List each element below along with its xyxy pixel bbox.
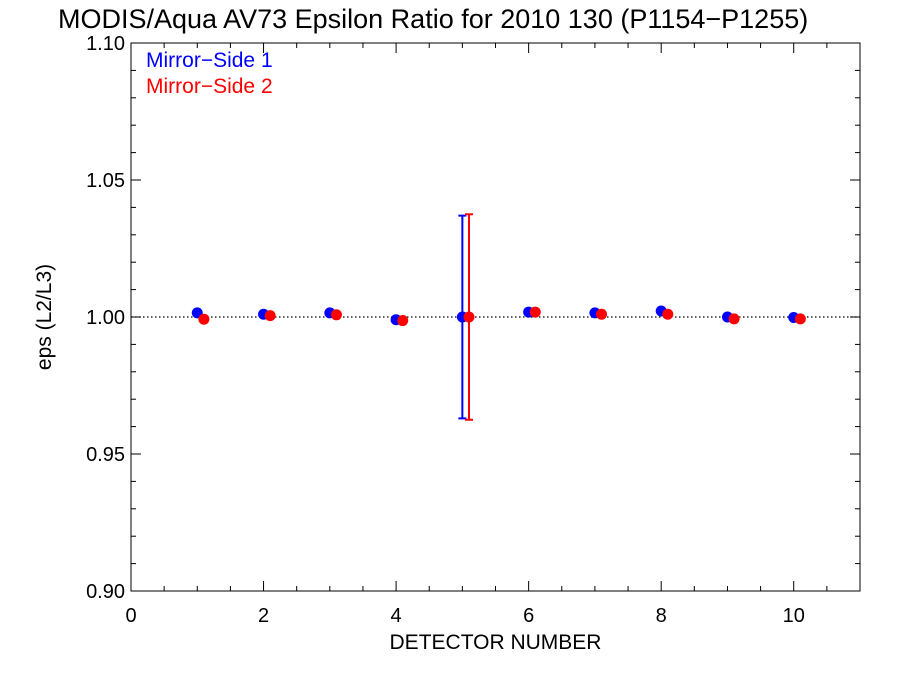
- legend-entry-series-2: Mirror−Side 2: [146, 75, 273, 98]
- plot-frame: [130, 42, 861, 592]
- data-point-series-2: [397, 315, 409, 327]
- data-point-series-2: [596, 308, 608, 320]
- x-tick-label: 8: [656, 605, 667, 627]
- data-marks: [131, 213, 860, 421]
- x-axis-label: DETECTOR NUMBER: [390, 631, 602, 654]
- y-tick-label: 0.95: [86, 444, 125, 466]
- data-point-series-2: [794, 313, 806, 325]
- axis-ticks: 0 2 4 6 8 10 0.90 0.95 1.00 1.05 1.10: [86, 33, 861, 627]
- y-tick-label: 1.00: [86, 307, 125, 329]
- legend: Mirror−Side 1 Mirror−Side 2: [146, 49, 273, 98]
- data-point-series-2: [463, 311, 475, 323]
- y-axis-label: eps (L2/L3): [33, 264, 56, 370]
- data-point-series-2: [529, 306, 541, 318]
- x-tick-label: 10: [783, 605, 805, 627]
- y-tick-label: 0.90: [86, 581, 125, 603]
- legend-entry-series-1: Mirror−Side 1: [146, 49, 273, 72]
- data-point-series-2: [662, 308, 674, 320]
- x-tick-label: 0: [125, 605, 136, 627]
- x-tick-label: 6: [523, 605, 534, 627]
- x-tick-label: 2: [258, 605, 269, 627]
- data-point-series-2: [330, 309, 342, 321]
- x-tick-label: 4: [391, 605, 402, 627]
- data-point-series-2: [198, 313, 210, 325]
- y-tick-label: 1.10: [86, 33, 125, 55]
- y-tick-label: 1.05: [86, 170, 125, 192]
- chart-title: MODIS/Aqua AV73 Epsilon Ratio for 2010 1…: [58, 4, 808, 34]
- data-point-series-2: [728, 313, 740, 325]
- data-point-series-2: [264, 310, 276, 322]
